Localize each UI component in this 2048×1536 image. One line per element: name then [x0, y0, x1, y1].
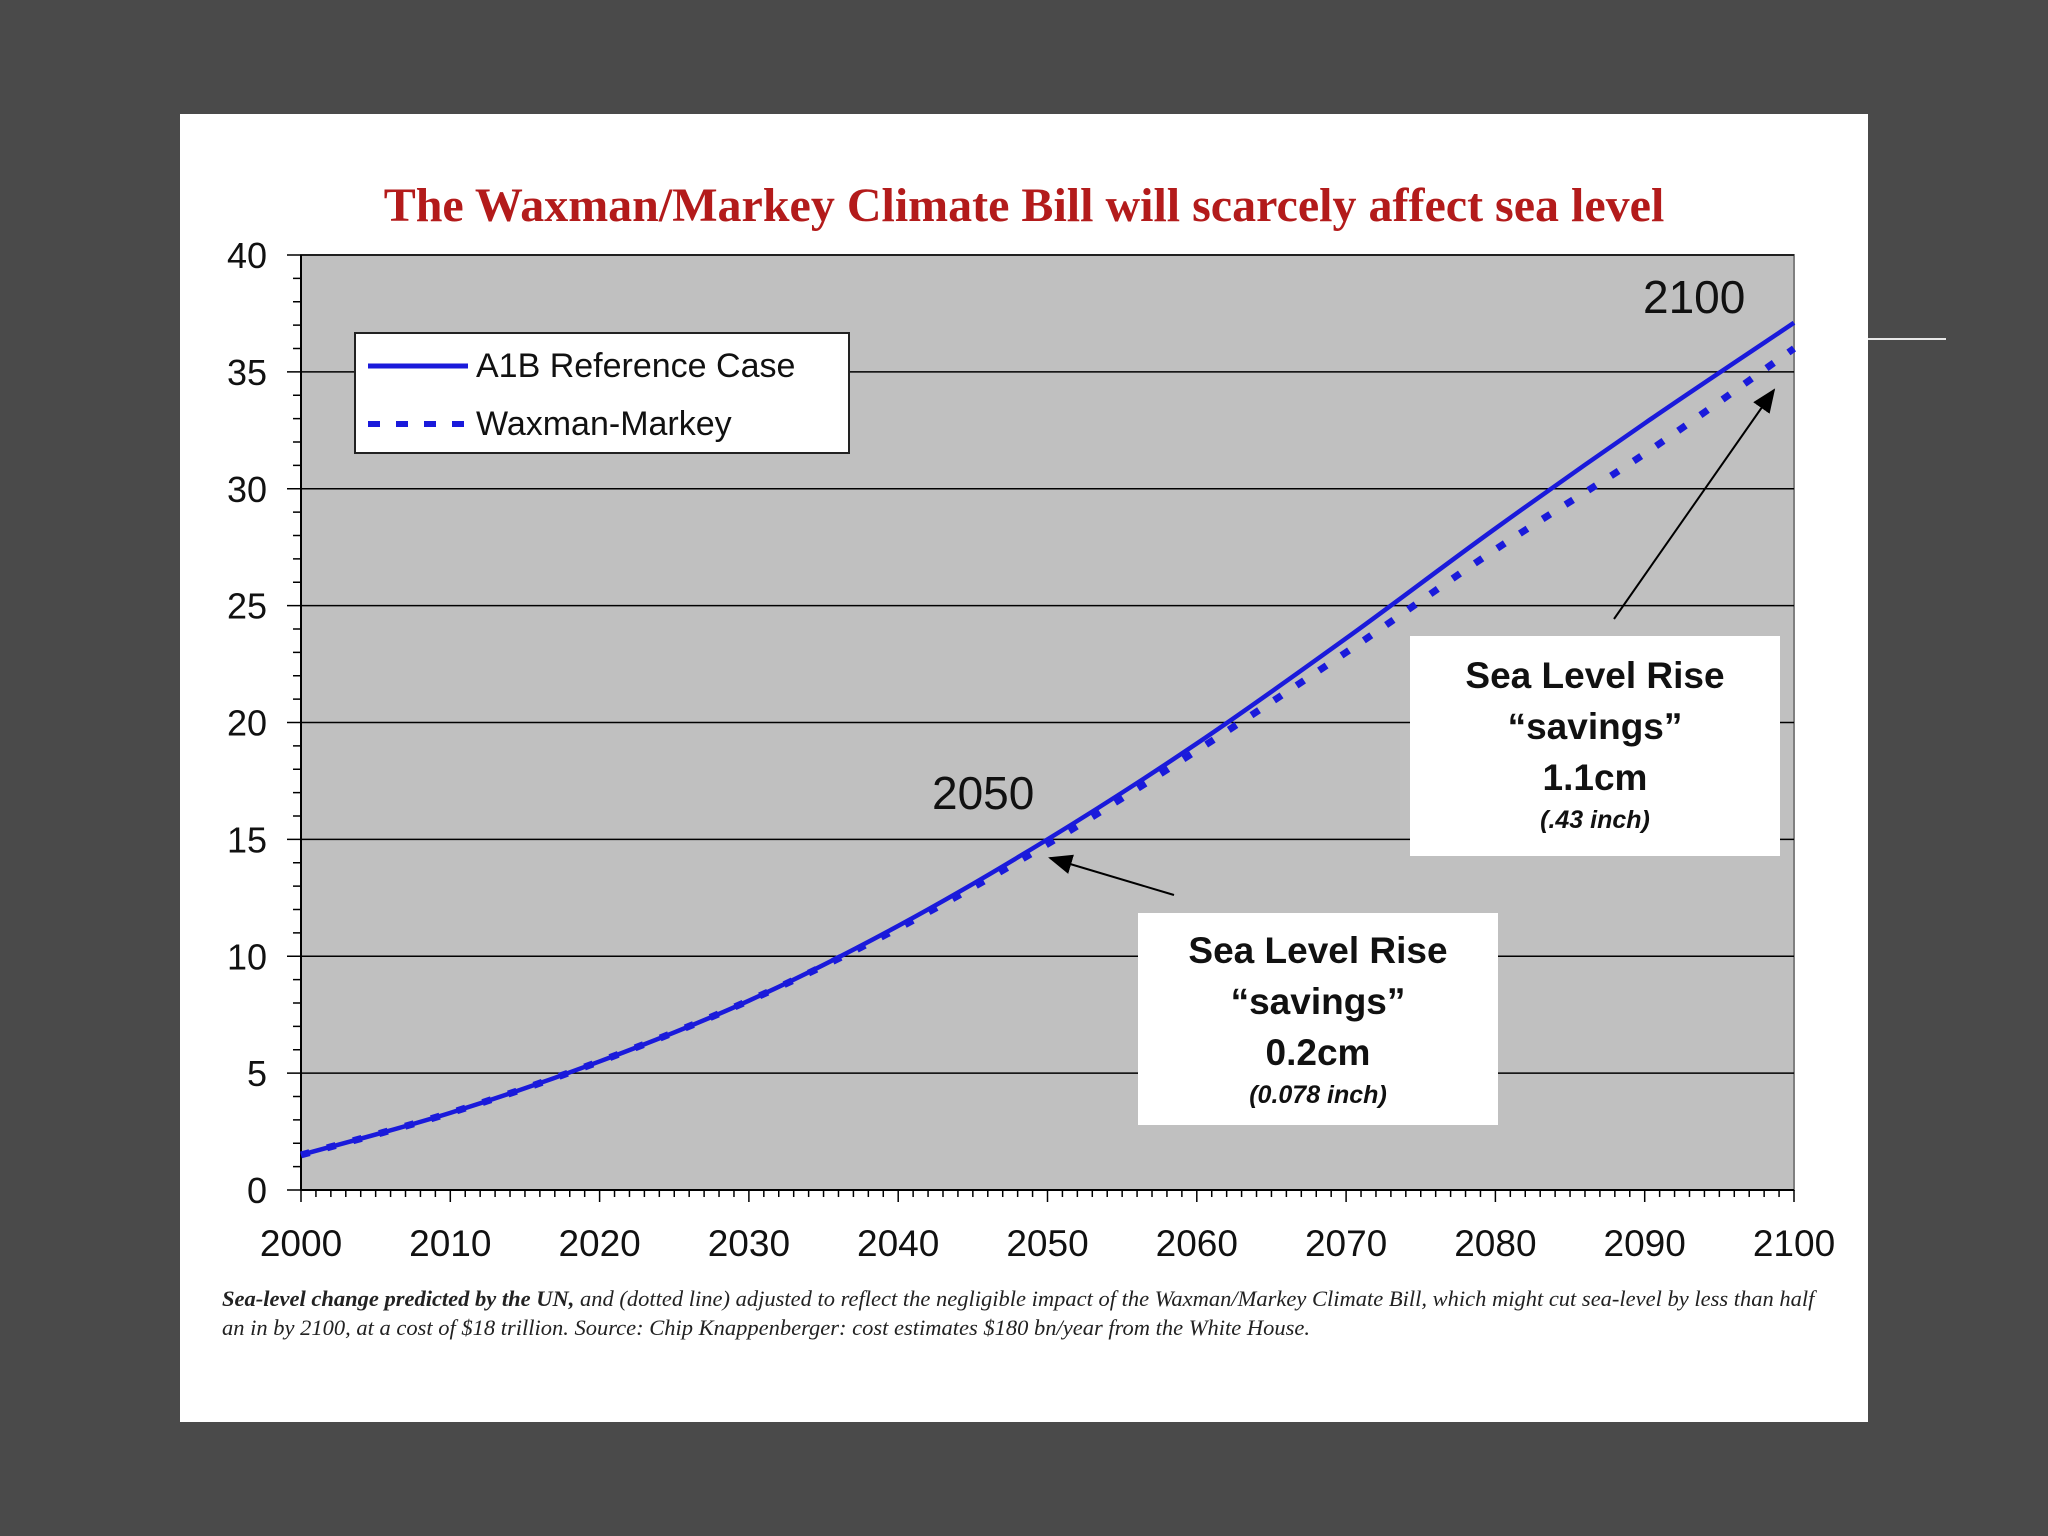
x-tick-label: 2020: [558, 1223, 640, 1264]
callout-2050-value: 0.2cm: [1265, 1032, 1371, 1073]
x-tick-label: 2030: [708, 1223, 790, 1264]
y-tick-label: 30: [227, 469, 267, 510]
legend-label-reference: A1B Reference Case: [476, 346, 796, 385]
chart-caption: Sea-level change predicted by the UN, an…: [222, 1284, 1842, 1342]
x-tick-label: 2010: [409, 1223, 491, 1264]
legend-item-waxman: Waxman-Markey: [368, 404, 732, 444]
caption-rest: and (dotted line) adjusted to reflect th…: [222, 1286, 1815, 1340]
callout-2100-line1: Sea Level Rise: [1465, 655, 1725, 696]
x-tick-label: 2050: [1006, 1223, 1088, 1264]
y-tick-label: 35: [227, 352, 267, 393]
chart-title: The Waxman/Markey Climate Bill will scar…: [383, 179, 1665, 232]
x-tick-label: 2060: [1156, 1223, 1238, 1264]
x-tick-label: 2070: [1305, 1223, 1387, 1264]
y-tick-label: 25: [227, 586, 267, 627]
callout-2050-inch: (0.078 inch): [1249, 1081, 1387, 1109]
annotation-2100: 2100: [1643, 271, 1746, 323]
y-tick-label: 10: [227, 936, 267, 977]
x-tick-label: 2090: [1604, 1223, 1686, 1264]
series-a1b-reference-line: [300, 320, 1796, 1158]
callout-2100-line2: “savings”: [1507, 706, 1683, 747]
callout-2100: Sea Level Rise “savings” 1.1cm (.43 inch…: [1410, 636, 1780, 856]
legend: A1B Reference Case Waxman-Markey: [354, 332, 850, 454]
x-tick-label: 2080: [1454, 1223, 1536, 1264]
x-tick-label: 2000: [260, 1223, 342, 1264]
y-tick-label: 40: [227, 235, 267, 276]
y-tick-label: 5: [247, 1053, 267, 1094]
callout-2050-line1: Sea Level Rise: [1188, 930, 1448, 971]
arrow-2100: [1613, 388, 1776, 620]
annotation-2050: 2050: [932, 767, 1035, 819]
slide-decoration-line: [1868, 338, 1946, 340]
legend-item-reference: A1B Reference Case: [368, 346, 795, 386]
legend-dotted-swatch: [368, 421, 468, 427]
callout-2100-inch: (.43 inch): [1540, 806, 1650, 834]
legend-label-waxman: Waxman-Markey: [476, 404, 732, 443]
x-tick-label: 2040: [857, 1223, 939, 1264]
legend-solid-swatch: [368, 363, 468, 369]
callout-2050: Sea Level Rise “savings” 0.2cm (0.078 in…: [1138, 913, 1498, 1125]
callout-2050-line2: “savings”: [1230, 981, 1406, 1022]
y-tick-label: 0: [247, 1170, 267, 1211]
arrow-2050: [1048, 854, 1175, 896]
caption-bold: Sea-level change predicted by the UN,: [222, 1286, 575, 1311]
x-tick-label: 2100: [1753, 1223, 1835, 1264]
y-tick-label: 15: [227, 819, 267, 860]
y-tick-label: 20: [227, 703, 267, 744]
chart-card: The Waxman/Markey Climate Bill will scar…: [180, 114, 1868, 1422]
callout-2100-value: 1.1cm: [1542, 757, 1648, 798]
